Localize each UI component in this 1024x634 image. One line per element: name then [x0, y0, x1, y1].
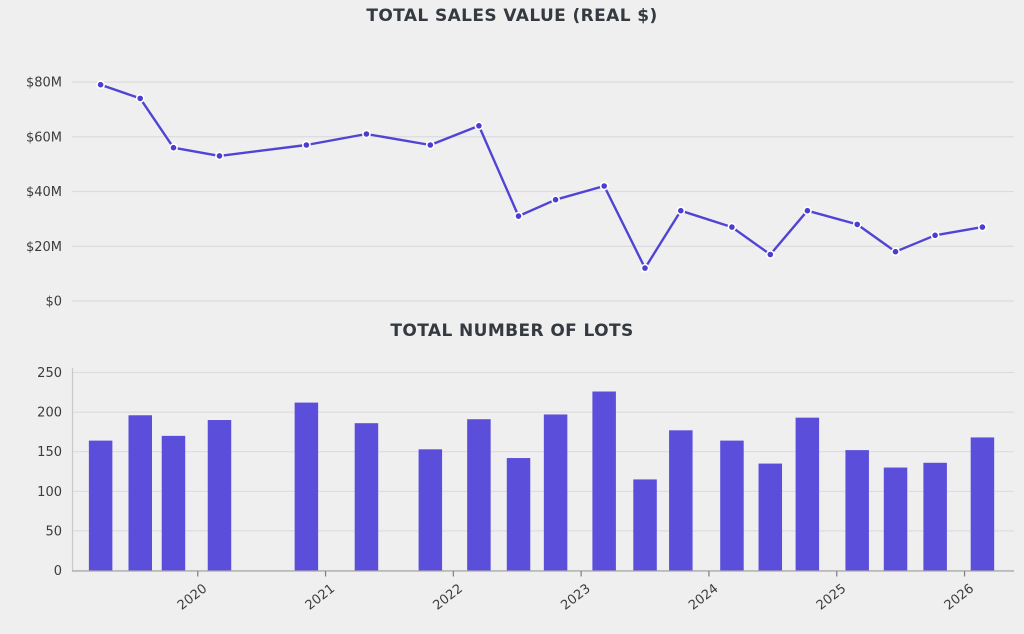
bar	[294, 402, 319, 571]
data-point	[169, 143, 178, 153]
data-point	[803, 206, 812, 216]
y-tick-label: $60M	[26, 130, 62, 145]
bar	[467, 419, 491, 571]
lots-chart-title: TOTAL NUMBER OF LOTS	[390, 321, 634, 341]
x-tick-label: 2021	[303, 581, 338, 613]
bar	[758, 463, 783, 571]
data-point	[599, 181, 609, 191]
x-axis-labels: 2020 2021 2022 2023 2024 2025 2026	[175, 571, 977, 614]
y-axis-labels: 0 50 100 150 200 250	[37, 366, 62, 579]
bar	[720, 440, 744, 571]
x-tick-label: 2024	[686, 581, 721, 613]
data-point	[640, 263, 650, 273]
bar	[88, 440, 113, 571]
bar	[207, 420, 232, 571]
data-point	[930, 230, 940, 240]
bar	[161, 435, 186, 571]
y-tick-label: $80M	[26, 76, 62, 91]
bar	[592, 391, 616, 571]
y-tick-label: 200	[37, 406, 62, 421]
bar	[883, 467, 908, 571]
bar	[633, 479, 657, 571]
bar	[128, 415, 152, 571]
data-point	[135, 94, 145, 103]
data-point	[891, 247, 900, 257]
bar	[418, 449, 443, 571]
bar	[669, 430, 693, 571]
x-tick-label: 2020	[175, 581, 210, 613]
data-point	[551, 195, 560, 205]
data-point	[514, 211, 523, 221]
y-tick-label: 150	[37, 445, 62, 460]
y-tick-label: $40M	[26, 185, 62, 200]
bar-series	[88, 391, 995, 571]
data-point	[301, 140, 311, 150]
data-point	[727, 222, 737, 232]
x-tick-label: 2023	[558, 581, 593, 613]
x-tick-label: 2025	[814, 581, 849, 613]
y-tick-label: 250	[37, 366, 62, 381]
bar	[543, 414, 568, 571]
bar	[354, 423, 379, 571]
y-axis-labels: $0 $20M $40M $60M $80M	[26, 76, 62, 310]
bar	[923, 462, 947, 571]
data-point	[676, 206, 686, 216]
line-series	[99, 83, 984, 270]
data-point	[215, 151, 224, 161]
sales-value-chart-title: TOTAL SALES VALUE (REAL $)	[366, 6, 658, 26]
bar	[970, 437, 995, 571]
x-tick-label: 2026	[942, 581, 977, 613]
x-tick-label: 2022	[430, 581, 465, 613]
data-point	[765, 250, 775, 259]
data-point	[852, 219, 862, 229]
y-tick-label: $0	[45, 295, 62, 310]
y-tick-label: 0	[54, 564, 62, 579]
bar	[795, 417, 820, 571]
data-point	[474, 121, 484, 131]
y-tick-label: 50	[45, 524, 62, 539]
data-point-markers	[96, 80, 987, 273]
y-tick-label: $20M	[26, 240, 62, 255]
bar	[845, 450, 869, 571]
data-point	[425, 140, 435, 150]
data-point	[361, 129, 371, 139]
data-point	[96, 80, 105, 90]
y-tick-label: 100	[37, 485, 62, 500]
data-point	[978, 222, 987, 232]
bar	[506, 458, 531, 571]
gridlines	[72, 81, 1014, 302]
